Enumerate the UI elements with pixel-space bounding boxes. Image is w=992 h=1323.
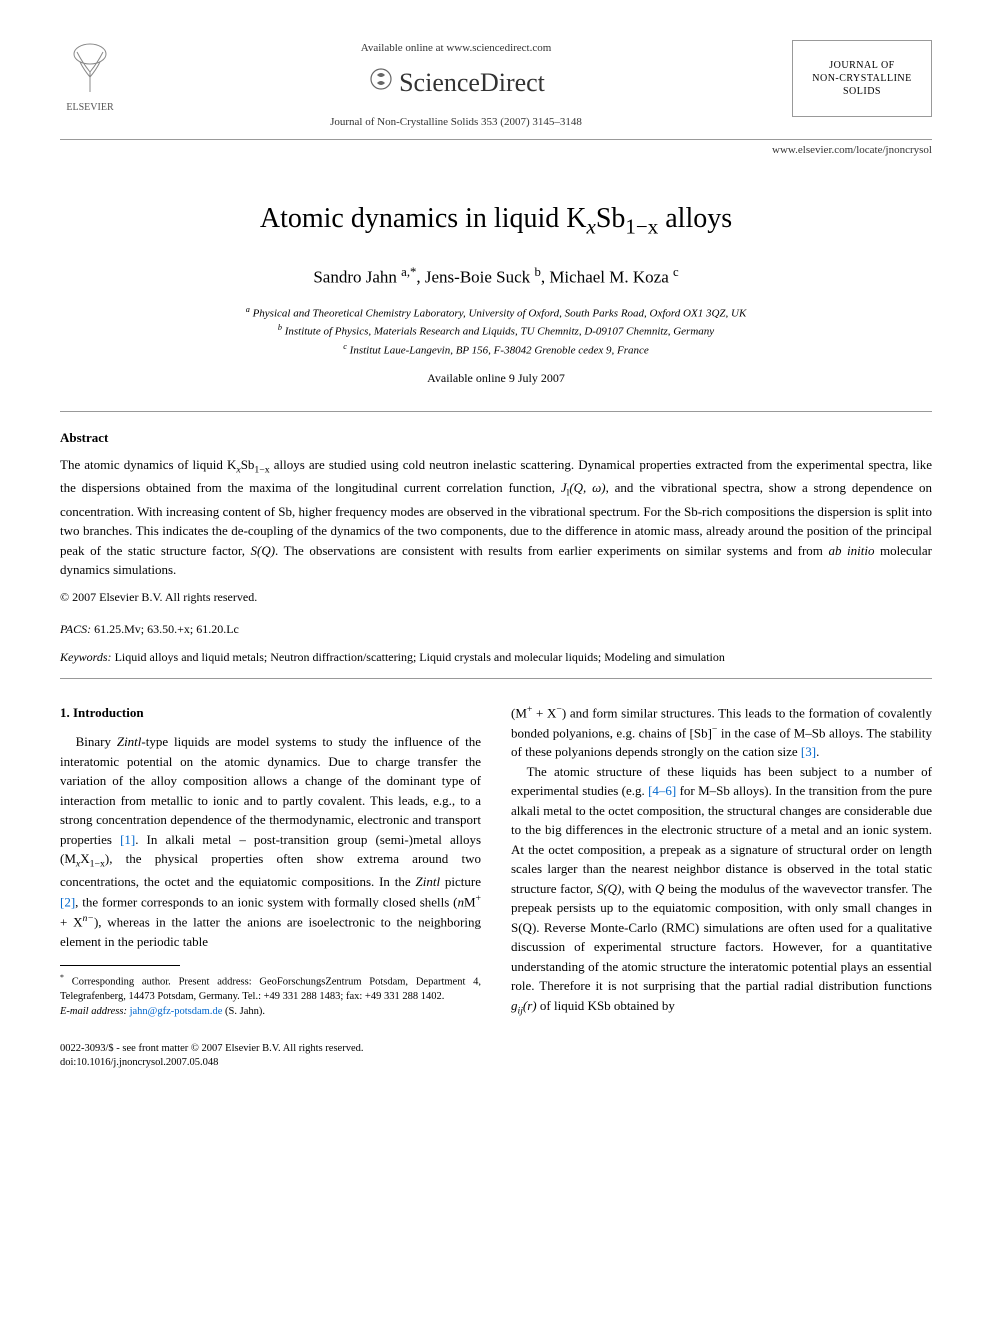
affiliation-b: Institute of Physics, Materials Research…: [285, 326, 714, 338]
abs-Jargs: (Q, ω): [569, 480, 605, 495]
affiliation-a: Physical and Theoretical Chemistry Labor…: [253, 308, 747, 320]
elsevier-tree-icon: [60, 40, 120, 100]
abs-sub1mx: 1−x: [254, 465, 269, 476]
footer-issn: 0022-3093/$ - see front matter © 2007 El…: [60, 1042, 481, 1057]
p3d: being the modulus of the wavevector tran…: [511, 881, 932, 994]
p1-sub1mx: 1−x: [90, 859, 105, 870]
p1d: X: [80, 851, 89, 866]
abs-t1: The atomic dynamics of liquid K: [60, 457, 236, 472]
p3e: of liquid KSb obtained by: [537, 998, 675, 1013]
footer-issn-doi: 0022-3093/$ - see front matter © 2007 El…: [60, 1042, 481, 1071]
p2e: .: [816, 744, 819, 759]
abstract-heading: Abstract: [60, 428, 932, 448]
page-header: ELSEVIER Available online at www.science…: [60, 40, 932, 131]
title-sub1: x: [587, 215, 596, 239]
footnote-divider: [60, 965, 180, 966]
ref-1-link[interactable]: [1]: [120, 832, 135, 847]
author-3: Michael M. Koza: [549, 268, 668, 287]
p1b: -type liquids are model systems to study…: [60, 734, 481, 847]
body-columns: 1. Introduction Binary Zintl-type liquid…: [60, 703, 932, 1071]
author-2: Jens-Boie Suck: [425, 268, 530, 287]
author-3-sup: c: [673, 265, 679, 279]
elsevier-logo: ELSEVIER: [60, 40, 120, 115]
journal-box-line2: NON-CRYSTALLINE SOLIDS: [799, 72, 925, 98]
p1g: , the former corresponds to an ionic sys…: [75, 894, 457, 909]
intro-p2: (M+ + X−) and form similar structures. T…: [511, 703, 932, 762]
p3b: for M–Sb alloys). In the transition from…: [511, 783, 932, 896]
ref-3-link[interactable]: [3]: [801, 744, 816, 759]
affiliation-c: Institut Laue-Langevin, BP 156, F-38042 …: [350, 344, 649, 356]
p3c: , with: [621, 881, 655, 896]
title-pre: Atomic dynamics in liquid K: [260, 203, 587, 234]
footnote-email-link[interactable]: jahn@gfz-potsdam.de: [130, 1006, 223, 1017]
footnote-email-label: E-mail address:: [60, 1006, 127, 1017]
footnote-email-name: (S. Jahn).: [225, 1006, 265, 1017]
p1-supplus: +: [476, 893, 482, 904]
sciencedirect-text: ScienceDirect: [399, 68, 545, 97]
footer-doi: doi:10.1016/j.jnoncrysol.2007.05.048: [60, 1056, 481, 1071]
journal-name-box: JOURNAL OF NON-CRYSTALLINE SOLIDS: [792, 40, 932, 117]
p1-supnminus: n−: [82, 913, 93, 924]
intro-heading: 1. Introduction: [60, 703, 481, 723]
p1f: picture: [440, 874, 481, 889]
ref-2-link[interactable]: [2]: [60, 894, 75, 909]
author-2-sup: b: [534, 265, 540, 279]
article-title: Atomic dynamics in liquid KxSb1−x alloys: [60, 198, 932, 243]
left-column: 1. Introduction Binary Zintl-type liquid…: [60, 703, 481, 1071]
pacs-line: PACS: 61.25.Mv; 63.50.+x; 61.20.Lc: [60, 620, 932, 638]
p1j: ), whereas in the latter the anions are …: [60, 914, 481, 949]
abs-t2: Sb: [241, 457, 255, 472]
p2b: + X: [532, 705, 556, 720]
abs-abinitio: ab initio: [828, 543, 874, 558]
p3-SQ: S(Q): [597, 881, 622, 896]
p3-gijarg: (r): [523, 998, 537, 1013]
abs-SQ: S(Q): [251, 543, 276, 558]
p1a: Binary: [76, 734, 117, 749]
title-post: alloys: [658, 203, 732, 234]
title-mid: Sb: [596, 203, 626, 234]
authors-line: Sandro Jahn a,*, Jens-Boie Suck b, Micha…: [60, 263, 932, 290]
title-sub2: 1−x: [625, 215, 658, 239]
abstract-text: The atomic dynamics of liquid KxSb1−x al…: [60, 455, 932, 579]
ref-46-link[interactable]: [4–6]: [648, 783, 676, 798]
corresponding-author-footnote: * Corresponding author. Present address:…: [60, 972, 481, 1020]
author-1: Sandro Jahn: [313, 268, 397, 287]
center-header: Available online at www.sciencedirect.co…: [120, 40, 792, 131]
pacs-codes: 61.25.Mv; 63.50.+x; 61.20.Lc: [94, 622, 239, 636]
sciencedirect-brand: ScienceDirect: [120, 63, 792, 105]
available-date: Available online 9 July 2007: [60, 369, 932, 387]
keywords-text: Liquid alloys and liquid metals; Neutron…: [115, 650, 725, 664]
copyright-line: © 2007 Elsevier B.V. All rights reserved…: [60, 588, 932, 606]
website-link[interactable]: www.elsevier.com/locate/jnoncrysol: [60, 142, 932, 159]
p1-zintl2: Zintl: [415, 874, 440, 889]
p1i: + X: [60, 914, 82, 929]
author-1-sup: a,*: [401, 265, 416, 279]
right-column: (M+ + X−) and form similar structures. T…: [511, 703, 932, 1071]
p1h: M: [464, 894, 476, 909]
footnote-marker: *: [60, 973, 64, 982]
keywords-line: Keywords: Liquid alloys and liquid metal…: [60, 648, 932, 666]
journal-box-line1: JOURNAL OF: [799, 59, 925, 72]
abs-t5: . The observations are consistent with r…: [275, 543, 828, 558]
journal-reference: Journal of Non-Crystalline Solids 353 (2…: [120, 114, 792, 131]
sciencedirect-icon: [367, 65, 395, 104]
intro-p1: Binary Zintl-type liquids are model syst…: [60, 732, 481, 951]
elsevier-label: ELSEVIER: [66, 100, 113, 115]
available-online-text: Available online at www.sciencedirect.co…: [120, 40, 792, 57]
p2a: (M: [511, 705, 527, 720]
intro-p3: The atomic structure of these liquids ha…: [511, 762, 932, 1019]
p1-zintl: Zintl: [117, 734, 142, 749]
pacs-label: PACS:: [60, 622, 91, 636]
affiliations: a Physical and Theoretical Chemistry Lab…: [60, 304, 932, 358]
footnote-corr-label: Corresponding author.: [72, 977, 171, 988]
keywords-label: Keywords:: [60, 650, 112, 664]
